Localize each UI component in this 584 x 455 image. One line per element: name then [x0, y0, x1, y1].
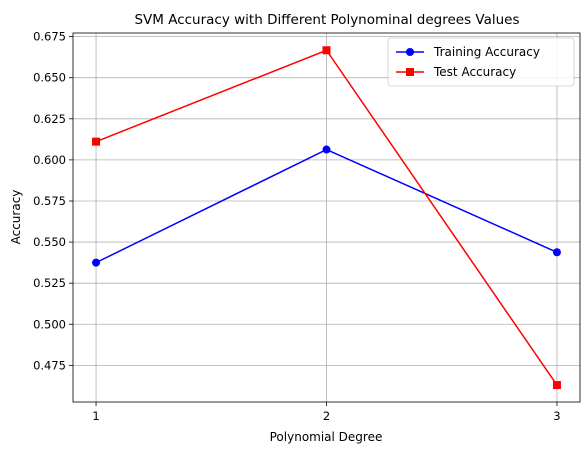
y-tick-label: 0.550 [33, 235, 66, 249]
data-point [552, 381, 561, 390]
y-tick-label: 0.650 [33, 71, 66, 85]
legend-marker [406, 48, 414, 56]
grid [73, 33, 580, 402]
series-training-accuracy [92, 145, 561, 267]
y-tick-label: 0.525 [33, 276, 66, 290]
legend-marker [406, 68, 414, 76]
y-tick-label: 0.625 [33, 112, 66, 126]
legend-label: Training Accuracy [433, 45, 540, 59]
y-tick-label: 0.675 [33, 30, 66, 44]
x-tick-label: 3 [553, 409, 560, 423]
data-point [92, 137, 101, 146]
series-test-accuracy [92, 46, 561, 390]
y-tick-label: 0.600 [33, 153, 66, 167]
chart-title: SVM Accuracy with Different Polynominal … [134, 12, 519, 28]
data-point [322, 46, 331, 55]
legend-box [387, 37, 575, 87]
data-point [552, 248, 561, 257]
data-point [92, 258, 101, 267]
y-tick-label: 0.475 [33, 358, 66, 372]
x-tick-label: 2 [323, 409, 330, 423]
axis-ticks: 1 2 3 0.475 0.500 0.525 0.550 0.575 0.600 0.625 0.… [33, 30, 561, 423]
x-axis-label: Polynomial Degree [270, 430, 383, 444]
legend: Training Accuracy Test Accuracy [387, 37, 575, 87]
y-tick-label: 0.500 [33, 317, 66, 331]
legend-item: Test Accuracy [396, 65, 516, 79]
data-point [322, 145, 331, 154]
y-axis-label: Accuracy [9, 190, 23, 245]
x-tick-label: 1 [92, 409, 99, 423]
series-layer [92, 46, 561, 390]
y-tick-label: 0.575 [33, 194, 66, 208]
legend-label: Test Accuracy [433, 65, 516, 79]
legend-item: Training Accuracy [396, 45, 540, 59]
